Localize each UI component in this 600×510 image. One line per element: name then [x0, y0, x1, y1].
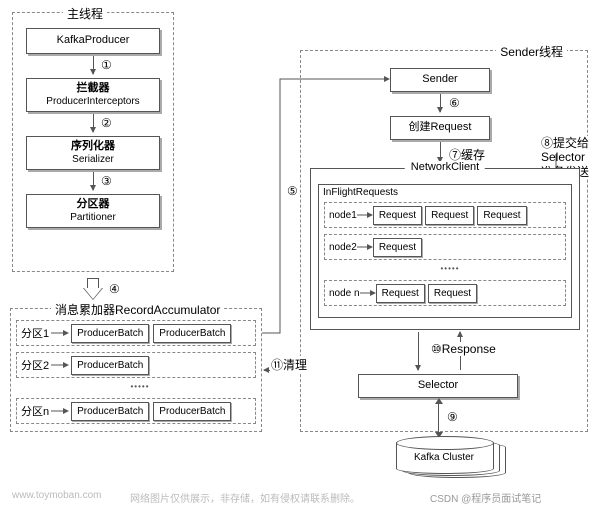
selector-box: Selector: [358, 374, 518, 398]
create-request-box: 创建Request: [390, 116, 490, 140]
arrow-icon: [357, 211, 373, 219]
sender-box: Sender: [390, 68, 490, 92]
arrow-icon: [51, 329, 69, 337]
partitioner-box: 分区器 Partitioner: [26, 194, 160, 228]
step-9: ⑨: [446, 410, 459, 424]
arrow-down-sel: [418, 332, 419, 370]
interceptor-box: 拦截器 ProducerInterceptors: [26, 78, 160, 112]
step-11: ⑪清理: [270, 356, 308, 373]
arrow-icon: [51, 361, 69, 369]
step-6: ⑥: [448, 96, 461, 110]
arrow-8-path: [520, 168, 580, 386]
partition-row-2: 分区2 ProducerBatch: [16, 352, 256, 378]
partition-row-n: 分区n ProducerBatch ProducerBatch: [16, 398, 256, 424]
arrow-icon: [360, 289, 376, 297]
arrow-6: [440, 94, 441, 112]
step-1: ①: [100, 58, 113, 72]
partition-row-1: 分区1 ProducerBatch ProducerBatch: [16, 320, 256, 346]
dots-acc: •••••: [120, 382, 160, 391]
step-5: ⑤: [286, 184, 299, 198]
arrow-3: [93, 172, 94, 190]
fat-arrow-4: [83, 278, 103, 302]
watermark-left: www.toymoban.com: [12, 490, 101, 501]
arrow-9-line: [438, 400, 439, 434]
step-10: ⑩Response: [430, 342, 497, 356]
watermark-mid: 网络图片仅供展示，非存储，如有侵权请联系删除。: [130, 490, 360, 505]
serializer-box: 序列化器 Serializer: [26, 136, 160, 170]
sender-title: Sender线程: [496, 43, 567, 60]
arrow-7: [440, 142, 441, 162]
accumulator-title: 消息累加器RecordAccumulator: [51, 301, 224, 318]
step-3: ③: [100, 174, 113, 188]
step-4: ④: [108, 282, 121, 296]
kafka-producer-box: KafkaProducer: [26, 28, 160, 54]
arrow-1: [93, 56, 94, 74]
arrow-icon: [357, 243, 373, 251]
dots-nodes: •••••: [430, 264, 470, 273]
step-2: ②: [100, 116, 113, 130]
arrow-9-up: [435, 398, 443, 404]
main-thread-title: 主线程: [63, 5, 107, 22]
watermark-right: CSDN @程序员面试笔记: [430, 490, 541, 505]
arrow-icon: [51, 407, 69, 415]
arrow-2: [93, 114, 94, 132]
